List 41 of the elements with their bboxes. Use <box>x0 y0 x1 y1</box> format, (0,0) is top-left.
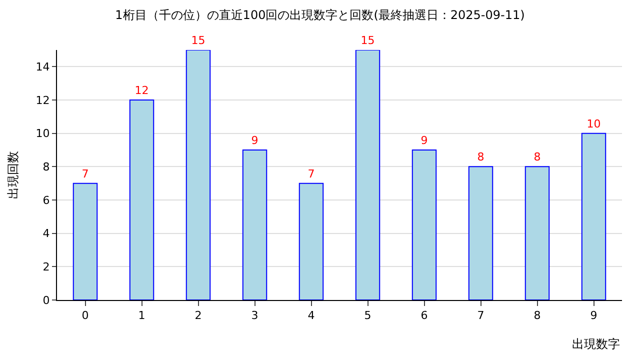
data-label: 15 <box>191 34 206 47</box>
x-tick-label: 8 <box>534 309 541 322</box>
x-tick-label: 3 <box>251 309 258 322</box>
x-tick-label: 2 <box>194 309 202 322</box>
x-tick-label: 0 <box>82 309 89 322</box>
y-tick-label: 0 <box>42 294 50 307</box>
data-label: 7 <box>82 167 89 180</box>
data-label: 8 <box>477 150 484 164</box>
data-label: 9 <box>420 134 428 147</box>
bar <box>242 150 268 300</box>
data-label: 10 <box>586 117 601 130</box>
x-tick-label: 1 <box>138 309 146 322</box>
y-tick-label: 2 <box>42 260 50 274</box>
y-tick-label: 14 <box>36 60 50 74</box>
chart-title: 1桁目（千の位）の直近100回の出現数字と回数(最終抽選日：2025-09-11) <box>115 8 525 22</box>
data-label: 7 <box>308 167 315 180</box>
bar <box>129 100 154 300</box>
y-tick-label: 10 <box>36 127 50 140</box>
x-axis-title: 出現数字 <box>572 337 620 351</box>
data-label: 9 <box>251 134 258 147</box>
y-axis-title: 出現回数 <box>6 151 20 199</box>
data-label: 8 <box>534 150 541 164</box>
x-tick-label: 6 <box>420 309 428 322</box>
x-tick-label: 7 <box>477 309 484 322</box>
bar <box>355 50 380 300</box>
bar <box>412 150 437 300</box>
y-tick-label: 6 <box>42 194 50 207</box>
bar <box>581 132 606 300</box>
bar <box>72 182 98 300</box>
x-tick-label: 5 <box>364 309 372 322</box>
bar <box>298 182 324 300</box>
data-label: 12 <box>134 84 149 97</box>
bar <box>468 166 494 300</box>
y-tick-label: 12 <box>36 94 50 107</box>
data-label: 15 <box>360 34 375 47</box>
x-tick-label: 4 <box>308 309 315 322</box>
bar <box>186 50 211 300</box>
x-tick-label: 9 <box>590 309 598 322</box>
bar <box>524 166 550 300</box>
y-tick-label: 8 <box>42 160 50 174</box>
y-tick-label: 4 <box>42 227 50 240</box>
